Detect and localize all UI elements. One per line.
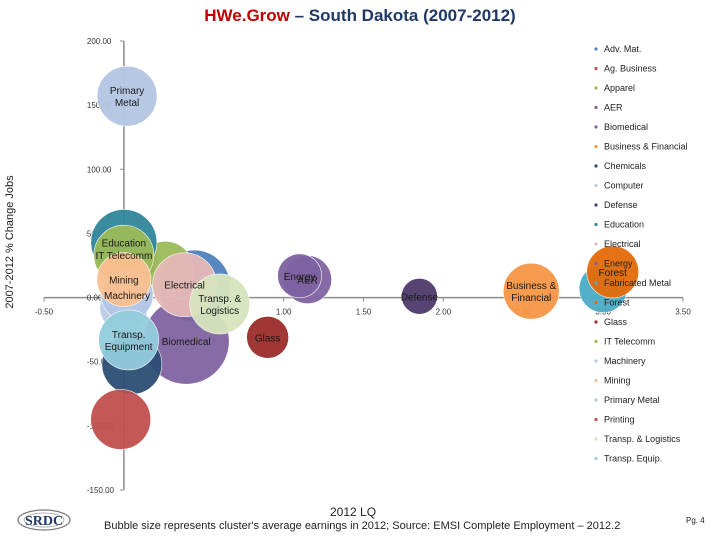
legend-marker xyxy=(594,378,598,383)
bubble-label: Transp. xyxy=(112,330,146,341)
legend-label: Primary Metal xyxy=(604,395,660,405)
legend-label: Computer xyxy=(604,181,644,191)
legend-label: AER xyxy=(604,103,623,113)
legend-label: IT Telecomm xyxy=(604,337,655,347)
bubble xyxy=(502,262,560,320)
legend-label: Ag. Business xyxy=(604,64,657,74)
bubble xyxy=(277,253,322,299)
srdc-logo: SRDC xyxy=(17,509,71,531)
bubble-label: Equipment xyxy=(105,342,153,353)
y-axis-label: 2007-2012 % Change Jobs xyxy=(4,175,16,309)
legend-marker xyxy=(594,242,598,246)
legend-marker xyxy=(594,86,598,90)
legend-label: Defense xyxy=(604,200,638,210)
legend-label: Adv. Mat. xyxy=(604,44,641,54)
source-note: Bubble size represents cluster's average… xyxy=(104,520,621,532)
legend-label: Machinery xyxy=(604,356,646,366)
bubble-label: Mining xyxy=(109,276,138,287)
legend-marker xyxy=(594,164,598,168)
legend-label: Mining xyxy=(604,376,631,386)
bubble-label: Financial xyxy=(511,293,551,304)
legend-label: Biomedical xyxy=(604,122,648,132)
bubble-label: Business & xyxy=(506,281,556,292)
legend-marker xyxy=(594,125,598,129)
bubble-label: Transp. & xyxy=(198,294,241,305)
y-tick-label: 0.00 xyxy=(87,294,103,303)
bubble-label: Energy xyxy=(284,272,316,283)
legend-marker xyxy=(594,203,598,207)
legend: Adv. Mat. Ag. Business Apparel AER Biomedica… xyxy=(594,44,688,464)
legend-marker xyxy=(594,144,598,149)
bubble xyxy=(96,252,152,307)
bubble-label: Forest xyxy=(599,268,628,279)
x-tick-label: -0.50 xyxy=(35,308,54,317)
bubble-label: Defense xyxy=(401,292,439,303)
bubble-label: Primary xyxy=(110,86,144,97)
y-tick-label: -150.00 xyxy=(87,486,115,495)
legend-label: Transp. & Logistics xyxy=(604,434,681,444)
bubble-label: Education xyxy=(102,238,146,249)
bubble-label: Biomedical xyxy=(162,337,211,348)
legend-marker xyxy=(594,456,598,461)
legend-marker xyxy=(594,359,598,363)
legend-marker xyxy=(594,105,598,110)
y-tick-label: -50.00 xyxy=(87,358,110,367)
legend-marker xyxy=(594,398,598,402)
legend-marker xyxy=(594,437,598,441)
legend-marker xyxy=(594,281,598,285)
legend-label: Chemicals xyxy=(604,161,647,171)
legend-marker xyxy=(594,261,598,266)
legend-marker xyxy=(594,47,598,51)
title-rest: – South Dakota (2007-2012) xyxy=(289,6,516,25)
legend-marker xyxy=(594,339,598,344)
bubble xyxy=(90,389,151,450)
legend-label: Business & Financial xyxy=(604,142,688,152)
legend-marker xyxy=(594,300,598,305)
bubble-label: Metal xyxy=(115,98,139,109)
bubbles xyxy=(90,65,640,450)
legend-label: Energy xyxy=(604,259,633,269)
bubble xyxy=(586,245,640,299)
legend-label: Printing xyxy=(604,415,635,425)
y-tick-label: 100.00 xyxy=(87,165,112,174)
x-tick-label: 1.00 xyxy=(276,308,292,317)
bubble xyxy=(401,277,438,315)
legend-marker xyxy=(594,183,598,188)
legend-label: Education xyxy=(604,220,644,230)
bubble-label: Glass xyxy=(255,333,281,344)
legend-marker xyxy=(594,66,598,71)
legend-marker xyxy=(594,320,598,324)
bubble-label: Logistics xyxy=(200,306,239,317)
bubble xyxy=(189,273,251,335)
bubble-label: Electrical xyxy=(164,281,205,292)
brand-name: HWe.Grow xyxy=(204,6,290,25)
bubble-label: Machinery xyxy=(104,291,150,302)
bubble-labels: AER Biomedical Business &Financial Defense E… xyxy=(95,86,627,353)
y-tick-label: 200.00 xyxy=(87,37,112,46)
bubble xyxy=(96,65,158,127)
legend-marker xyxy=(594,222,598,227)
bubble-label: IT Telecomm xyxy=(95,251,152,262)
bubble xyxy=(246,316,289,359)
chart-title: HWe.Grow – South Dakota (2007-2012) xyxy=(0,6,720,26)
legend-label: Electrical xyxy=(604,239,641,249)
x-tick-label: 2.00 xyxy=(436,308,452,317)
page-number: Pg. 4 xyxy=(686,516,705,525)
legend-label: Glass xyxy=(604,317,628,327)
x-axis-label: 2012 LQ xyxy=(330,505,377,519)
bubble xyxy=(98,309,159,371)
legend-label: Fabricated Metal xyxy=(604,278,671,288)
x-tick-label: 1.50 xyxy=(356,308,372,317)
legend-label: Transp. Equip. xyxy=(604,454,662,464)
svg-text:SRDC: SRDC xyxy=(25,514,63,529)
legend-label: Forest xyxy=(604,298,630,308)
legend-marker xyxy=(594,417,598,422)
legend-label: Apparel xyxy=(604,83,635,93)
x-tick-label: 3.50 xyxy=(675,308,691,317)
bubble-label: AER xyxy=(297,276,318,287)
